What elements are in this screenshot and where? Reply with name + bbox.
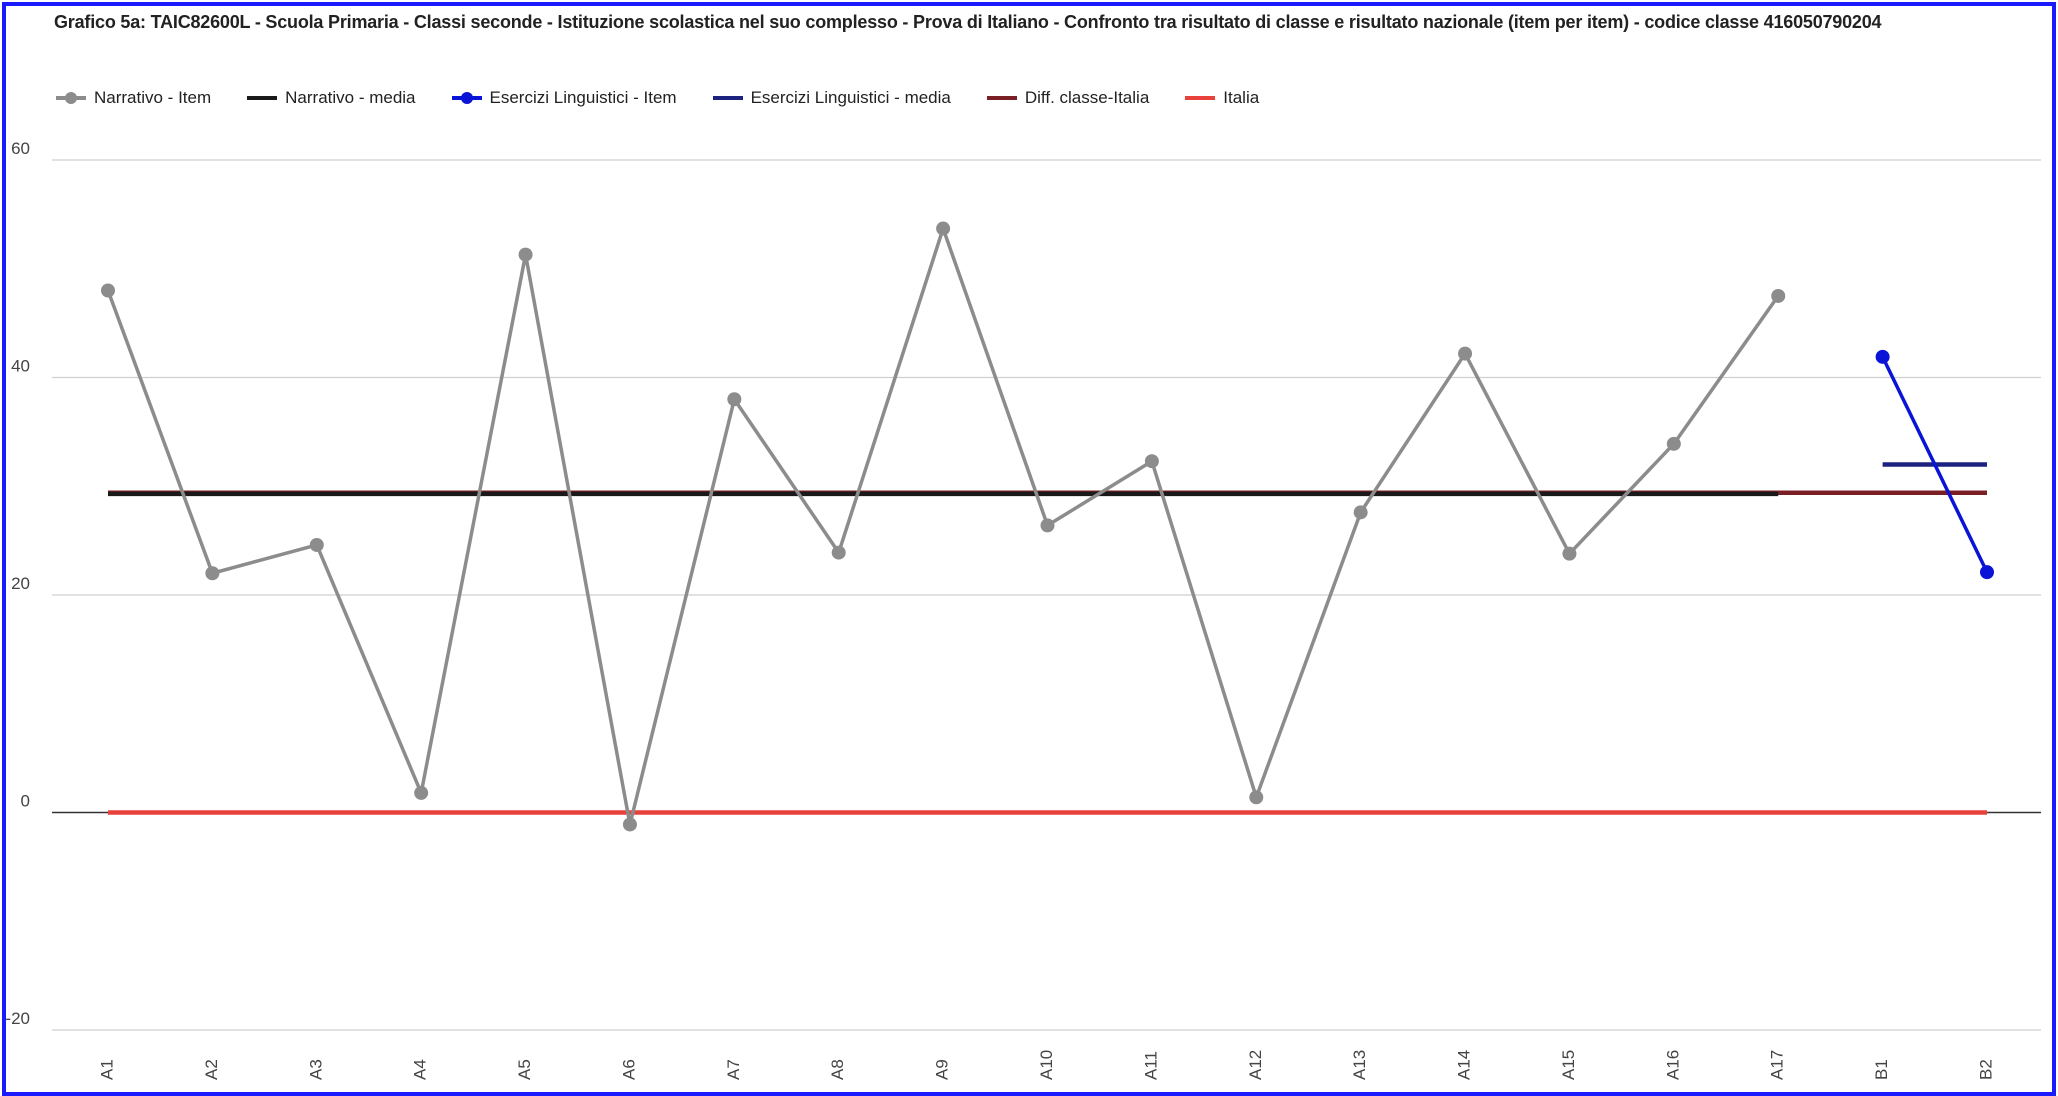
x-tick-label: A12 <box>1246 1050 1265 1080</box>
legend-swatch <box>712 96 743 100</box>
series-line <box>1881 356 1989 573</box>
x-tick-label: A8 <box>828 1059 847 1080</box>
y-tick-label: 20 <box>11 574 30 593</box>
legend-marker <box>65 92 77 104</box>
x-tick-label: A13 <box>1350 1050 1369 1080</box>
x-tick-label: A10 <box>1037 1050 1056 1080</box>
data-point <box>205 566 220 581</box>
x-tick-label: A2 <box>202 1059 221 1080</box>
legend-item: Narrativo - media <box>245 88 416 108</box>
data-point <box>831 545 846 560</box>
y-tick-label: 40 <box>11 357 30 376</box>
x-tick-label: A17 <box>1768 1050 1787 1080</box>
legend-swatch <box>56 92 86 104</box>
x-tick-label: A14 <box>1455 1050 1474 1080</box>
x-tick-label: A1 <box>97 1059 116 1080</box>
data-point <box>101 283 115 298</box>
legend-swatch <box>986 96 1017 100</box>
legend-swatch <box>247 96 278 100</box>
legend-marker <box>460 92 473 104</box>
data-point <box>727 392 742 407</box>
data-point <box>1040 518 1055 533</box>
legend-label: Esercizi Linguistici - media <box>750 88 951 107</box>
x-tick-label: A7 <box>724 1059 743 1080</box>
data-point <box>936 221 951 236</box>
x-tick-label: A5 <box>515 1059 534 1080</box>
data-point <box>622 817 637 832</box>
x-tick-label: B2 <box>1976 1059 1995 1080</box>
legend: Narrativo - Item Narrativo - media Eserciz… <box>54 88 1259 108</box>
legend-swatch <box>1185 96 1216 100</box>
x-tick-label: A16 <box>1663 1050 1682 1080</box>
data-point <box>518 247 533 262</box>
data-point <box>1771 288 1786 303</box>
data-point <box>1875 349 1890 364</box>
x-tick-label: B1 <box>1872 1059 1891 1080</box>
data-point <box>1458 346 1473 361</box>
x-tick-label: A4 <box>411 1059 430 1080</box>
data-point <box>309 537 324 552</box>
data-point <box>414 785 429 800</box>
legend-item: Diff. classe-Italia <box>985 88 1149 108</box>
legend-label: Narrativo - Item <box>94 88 212 107</box>
x-tick-label: A6 <box>619 1059 638 1080</box>
data-point <box>1144 454 1159 469</box>
y-tick-label: 60 <box>11 139 30 158</box>
x-tick-label: A15 <box>1559 1050 1578 1080</box>
data-point <box>1353 505 1368 520</box>
chart-title: Grafico 5a: TAIC82600L - Scuola Primaria… <box>54 12 1882 32</box>
legend-item: Esercizi Linguistici - media <box>711 88 951 108</box>
legend-item: Esercizi Linguistici - Item <box>450 88 677 108</box>
data-point <box>1562 546 1577 561</box>
x-tick-label: A9 <box>933 1059 952 1080</box>
legend-label: Diff. classe-Italia <box>1024 88 1150 107</box>
legend-label: Narrativo - media <box>285 88 416 107</box>
legend-swatch <box>451 92 482 104</box>
data-point <box>1666 436 1681 451</box>
legend-label: Esercizi Linguistici - Item <box>489 88 677 107</box>
y-tick-label: -20 <box>5 1009 30 1028</box>
legend-label: Italia <box>1223 88 1260 107</box>
x-tick-label: A3 <box>306 1059 325 1080</box>
y-tick-label: 0 <box>21 792 30 811</box>
data-point <box>1980 565 1994 580</box>
legend-item: Narrativo - Item <box>54 88 211 108</box>
data-point <box>1249 790 1264 805</box>
legend-item: Italia <box>1183 88 1259 108</box>
series-line <box>106 226 1780 827</box>
x-tick-label: A11 <box>1141 1051 1160 1080</box>
